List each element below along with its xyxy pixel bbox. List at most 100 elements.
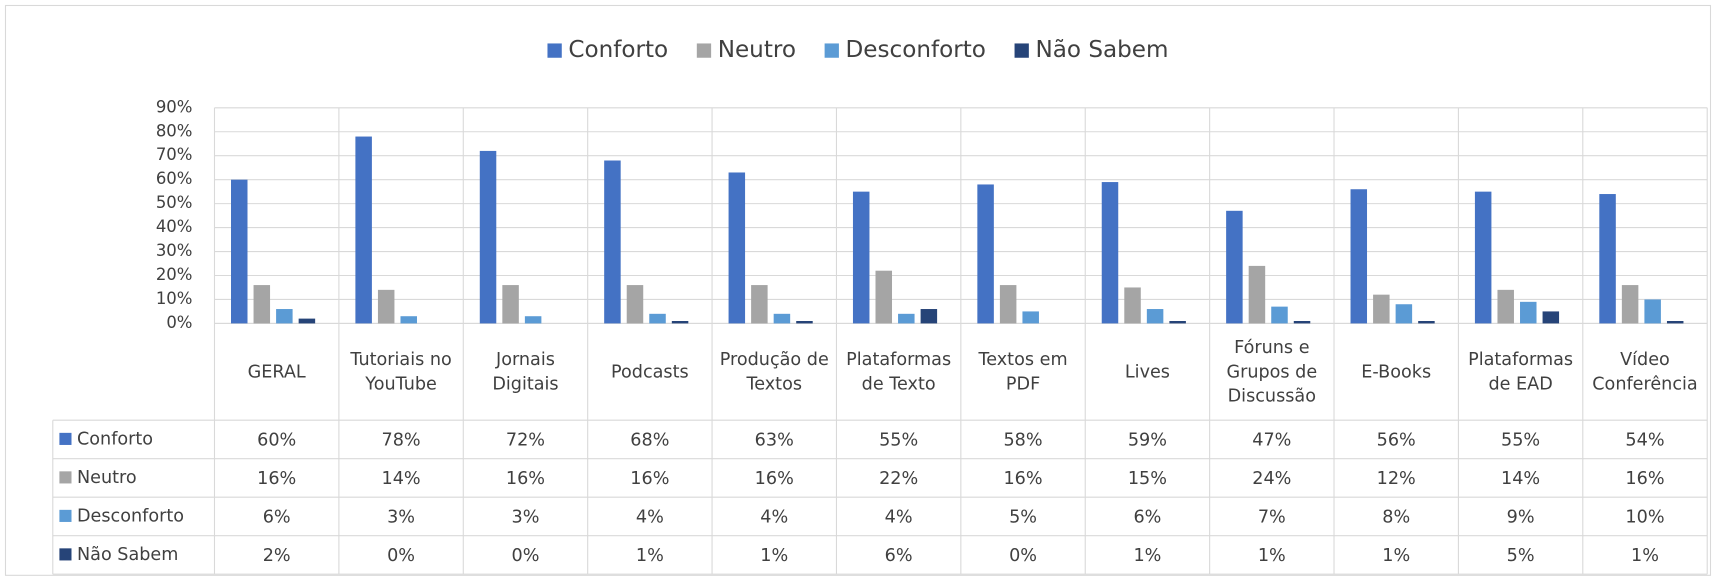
legend-label: Não Sabem: [1035, 37, 1168, 63]
bar: [728, 172, 746, 324]
chart-frame: [4, 4, 1712, 576]
data-table-value: 55%: [879, 429, 919, 450]
bar: [479, 150, 497, 324]
data-table-value: 47%: [1252, 429, 1292, 450]
data-table-value: 24%: [1252, 467, 1292, 489]
bar: [1599, 194, 1616, 324]
x-tick-label: Vídeo Conferência: [1592, 348, 1698, 394]
x-tick-label: Podcasts: [611, 360, 689, 382]
y-tick-label: 40%: [156, 217, 193, 236]
data-table-value: 15%: [1127, 467, 1167, 489]
bar: [1146, 309, 1164, 324]
data-table-value: 4%: [760, 506, 789, 527]
legend-key: [59, 509, 72, 522]
data-table-value: 72%: [505, 429, 546, 450]
x-tick-label: Produção de Textos: [719, 348, 829, 394]
bar: [1169, 321, 1186, 324]
legend-label: Conforto: [77, 429, 153, 449]
legend-key: [59, 471, 72, 484]
data-table-value: 3%: [511, 506, 540, 527]
x-tick-label: Jornais Digitais: [492, 348, 559, 394]
data-table-value: 4%: [635, 506, 664, 527]
bar: [977, 184, 994, 324]
y-tick-label: 0%: [166, 313, 192, 332]
bar: [524, 316, 542, 324]
y-tick-label: 30%: [156, 241, 193, 260]
data-table-value: 58%: [1003, 429, 1043, 450]
data-table-value: 3%: [387, 506, 416, 527]
x-tick-label: GERAL: [247, 360, 306, 382]
bar: [773, 313, 791, 324]
y-tick-label: 10%: [156, 289, 193, 308]
bar: [1497, 289, 1514, 324]
data-table-value: 1%: [1257, 544, 1286, 566]
bar: [1022, 311, 1039, 324]
bar: [1621, 285, 1639, 324]
y-tick-label: 60%: [156, 169, 193, 188]
bar: [298, 318, 316, 324]
bar: [1248, 265, 1266, 324]
bar: [626, 285, 644, 324]
legend-key: [59, 432, 72, 445]
bar: [231, 179, 248, 324]
bar: [1226, 210, 1243, 324]
y-tick-label: 20%: [156, 265, 193, 284]
data-table-value: 14%: [1501, 467, 1541, 489]
bar: [1271, 306, 1288, 324]
y-tick-label: 70%: [156, 145, 193, 164]
legend-key: [1014, 43, 1029, 58]
data-table-value: 2%: [262, 544, 291, 566]
data-table-value: 0%: [511, 544, 540, 566]
bar: [276, 309, 293, 324]
data-table-value: 0%: [1009, 544, 1038, 566]
data-table-value: 6%: [884, 544, 913, 566]
data-table-value: 6%: [262, 506, 291, 527]
bar: [1644, 299, 1661, 324]
legend-label: Desconforto: [77, 506, 184, 526]
x-tick-label: Fóruns e Grupos de Discussão: [1226, 336, 1318, 406]
bar: [1350, 189, 1368, 324]
bar: [400, 316, 417, 324]
bar: [999, 285, 1017, 324]
bar: [920, 309, 938, 324]
bar: [1666, 321, 1684, 324]
bar: [852, 191, 870, 324]
bar: [1474, 191, 1492, 324]
legend-key: [59, 548, 72, 561]
y-tick-label: 50%: [156, 193, 193, 212]
data-table-value: 10%: [1625, 506, 1665, 527]
bar: [502, 285, 519, 324]
data-table-value: 16%: [1625, 467, 1665, 489]
data-table-value: 1%: [760, 544, 789, 566]
bar: [796, 321, 813, 324]
data-table-value: 60%: [257, 429, 297, 450]
legend-label: Neutro: [77, 468, 137, 488]
data-table-value: 63%: [754, 429, 794, 450]
x-tick-label: Textos em PDF: [978, 348, 1068, 394]
data-table-value: 1%: [1133, 544, 1162, 566]
legend-key: [547, 43, 562, 58]
data-table-value: 5%: [1506, 544, 1535, 566]
data-table-value: 56%: [1376, 429, 1416, 450]
data-table-value: 59%: [1127, 429, 1167, 450]
data-table-value: 1%: [635, 544, 664, 566]
bar: [671, 321, 689, 324]
bar: [253, 285, 271, 324]
data-table-value: 68%: [630, 429, 670, 450]
data-table-value: 0%: [387, 544, 416, 566]
data-table-value: 78%: [381, 429, 421, 450]
bar: [355, 136, 372, 324]
data-table-value: 4%: [884, 506, 913, 527]
x-tick-label: Plataformas de Texto: [846, 348, 952, 394]
data-table-value: 1%: [1631, 544, 1659, 566]
data-table-value: 54%: [1625, 429, 1665, 450]
legend-label: Conforto: [568, 37, 668, 63]
legend-label: Não Sabem: [77, 545, 178, 565]
data-table-value: 16%: [754, 467, 794, 489]
data-table-value: 12%: [1376, 467, 1416, 489]
x-tick-label: Tutoriais no YouTube: [350, 348, 452, 394]
data-table-value: 7%: [1257, 506, 1286, 527]
data-table-value: 22%: [879, 467, 919, 489]
bar: [604, 160, 621, 324]
